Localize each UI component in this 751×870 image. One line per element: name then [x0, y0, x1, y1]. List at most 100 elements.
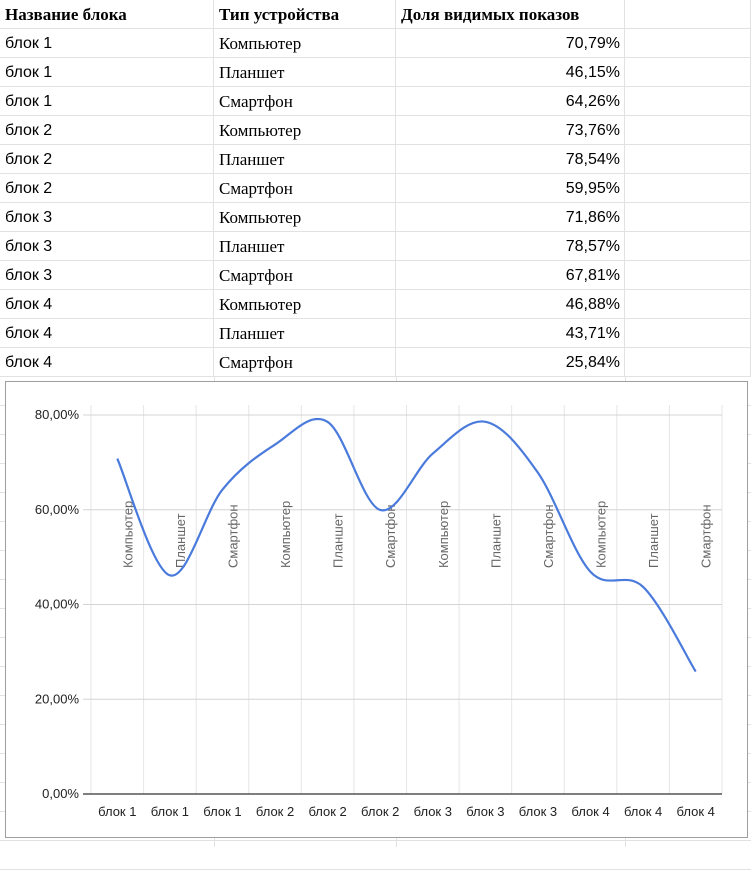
x-tick-label: блок 3: [466, 804, 504, 819]
data-point: [431, 452, 435, 456]
table-row: блок 1 Планшет 46,15%: [0, 58, 751, 87]
table-row: блок 2 Смартфон 59,95%: [0, 174, 751, 203]
empty-cell[interactable]: [625, 203, 751, 232]
table-row: блок 3 Смартфон 67,81%: [0, 261, 751, 290]
x-tick-label: блок 1: [151, 804, 189, 819]
visible-share-cell[interactable]: 78,57%: [396, 232, 625, 261]
data-point: [483, 420, 487, 424]
table-row: блок 3 Компьютер 71,86%: [0, 203, 751, 232]
empty-cell[interactable]: [625, 261, 751, 290]
block-name-cell[interactable]: блок 3: [0, 203, 214, 232]
data-label: Планшет: [331, 513, 346, 568]
data-label: Планшет: [646, 513, 661, 568]
empty-cell[interactable]: [625, 232, 751, 261]
block-name-cell[interactable]: блок 1: [0, 29, 214, 58]
table-row: блок 1 Смартфон 64,26%: [0, 87, 751, 116]
data-label: Смартфон: [541, 504, 556, 568]
table-row: блок 2 Планшет 78,54%: [0, 145, 751, 174]
block-name-cell[interactable]: блок 2: [0, 116, 214, 145]
block-name-cell[interactable]: блок 3: [0, 261, 214, 290]
empty-cell[interactable]: [625, 29, 751, 58]
y-tick-label: 80,00%: [35, 407, 80, 422]
x-tick-label: блок 2: [361, 804, 399, 819]
device-type-cell[interactable]: Смартфон: [214, 348, 396, 377]
block-name-cell[interactable]: блок 4: [0, 319, 214, 348]
line-chart[interactable]: 0,00% 20,00% 40,00% 60,00% 80,00% блок 1 блок …: [5, 381, 748, 838]
device-type-cell[interactable]: Компьютер: [214, 203, 396, 232]
x-tick-label: блок 3: [414, 804, 452, 819]
visible-share-cell[interactable]: 64,26%: [396, 87, 625, 116]
device-type-cell[interactable]: Смартфон: [214, 87, 396, 116]
visible-share-cell[interactable]: 59,95%: [396, 174, 625, 203]
visible-share-cell[interactable]: 78,54%: [396, 145, 625, 174]
empty-cell[interactable]: [625, 319, 751, 348]
visible-share-cell[interactable]: 46,15%: [396, 58, 625, 87]
block-name-cell[interactable]: блок 4: [0, 290, 214, 319]
header-cell[interactable]: Название блока: [0, 0, 214, 29]
visible-share-cell[interactable]: 70,79%: [396, 29, 625, 58]
visible-share-cell[interactable]: 67,81%: [396, 261, 625, 290]
table-row: блок 3 Планшет 78,57%: [0, 232, 751, 261]
empty-cell[interactable]: [625, 87, 751, 116]
data-label: Планшет: [173, 513, 188, 568]
table-row: блок 2 Компьютер 73,76%: [0, 116, 751, 145]
visible-share-cell[interactable]: 71,86%: [396, 203, 625, 232]
data-point: [168, 573, 172, 577]
empty-cell[interactable]: [625, 0, 751, 29]
data-label: Компьютер: [278, 501, 293, 568]
sheet-gridline: [0, 840, 751, 841]
visible-share-cell[interactable]: 43,71%: [396, 319, 625, 348]
data-label: Смартфон: [699, 504, 714, 568]
device-type-cell[interactable]: Смартфон: [214, 174, 396, 203]
y-tick-label: 20,00%: [35, 691, 80, 706]
empty-cell[interactable]: [625, 145, 751, 174]
data-label: Смартфон: [383, 504, 398, 568]
table-row: блок 4 Смартфон 25,84%: [0, 348, 751, 377]
data-point: [273, 443, 277, 447]
y-tick-label: 0,00%: [42, 786, 79, 801]
data-point: [115, 457, 119, 461]
header-cell[interactable]: Доля видимых показов: [396, 0, 625, 29]
device-type-cell[interactable]: Планшет: [214, 319, 396, 348]
data-label: Компьютер: [120, 501, 135, 568]
data-label: Планшет: [488, 513, 503, 568]
visible-share-cell[interactable]: 46,88%: [396, 290, 625, 319]
data-point: [536, 471, 540, 475]
data-point: [220, 488, 224, 492]
device-type-cell[interactable]: Планшет: [214, 232, 396, 261]
block-name-cell[interactable]: блок 1: [0, 87, 214, 116]
header-row: Название блока Тип устройства Доля видимых…: [0, 0, 751, 29]
device-type-cell[interactable]: Планшет: [214, 145, 396, 174]
x-tick-label: блок 1: [98, 804, 136, 819]
x-tick-label: блок 4: [571, 804, 609, 819]
visible-share-cell[interactable]: 25,84%: [396, 348, 625, 377]
block-name-cell[interactable]: блок 1: [0, 58, 214, 87]
device-type-cell[interactable]: Компьютер: [214, 116, 396, 145]
block-name-cell[interactable]: блок 2: [0, 145, 214, 174]
table-row: блок 4 Планшет 43,71%: [0, 319, 751, 348]
x-tick-label: блок 4: [677, 804, 715, 819]
block-name-cell[interactable]: блок 2: [0, 174, 214, 203]
x-tick-label: блок 2: [308, 804, 346, 819]
empty-cell[interactable]: [625, 290, 751, 319]
table-row: блок 4 Компьютер 46,88%: [0, 290, 751, 319]
x-tick-label: блок 1: [203, 804, 241, 819]
data-point: [694, 670, 698, 674]
visible-share-cell[interactable]: 73,76%: [396, 116, 625, 145]
empty-cell[interactable]: [625, 174, 751, 203]
y-tick-label: 60,00%: [35, 502, 80, 517]
device-type-cell[interactable]: Планшет: [214, 58, 396, 87]
empty-cell[interactable]: [625, 58, 751, 87]
empty-cell[interactable]: [625, 116, 751, 145]
data-point: [641, 585, 645, 589]
block-name-cell[interactable]: блок 3: [0, 232, 214, 261]
y-tick-label: 40,00%: [35, 597, 80, 612]
x-tick-label: блок 4: [624, 804, 662, 819]
empty-cell[interactable]: [625, 348, 751, 377]
device-type-cell[interactable]: Компьютер: [214, 290, 396, 319]
header-cell[interactable]: Тип устройства: [214, 0, 396, 29]
data-label: Смартфон: [225, 504, 240, 568]
device-type-cell[interactable]: Компьютер: [214, 29, 396, 58]
device-type-cell[interactable]: Смартфон: [214, 261, 396, 290]
block-name-cell[interactable]: блок 4: [0, 348, 214, 377]
